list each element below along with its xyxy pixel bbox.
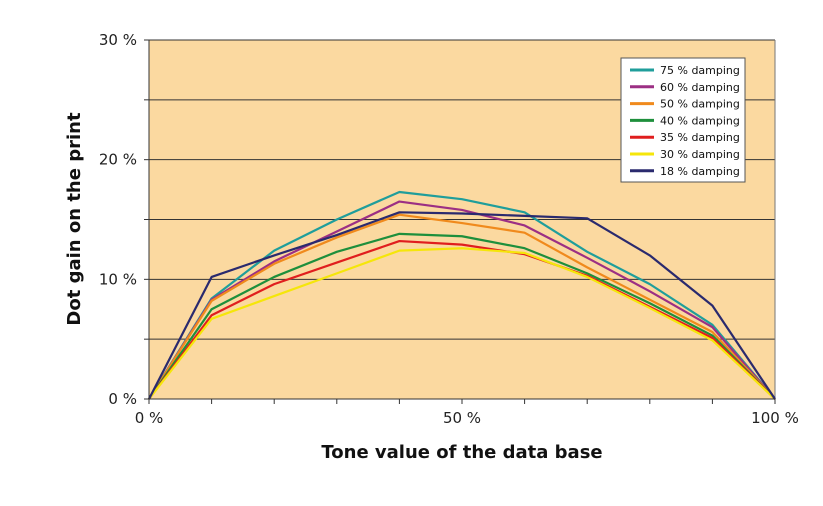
legend-label: 75 % damping <box>660 64 740 77</box>
x-tick-label: 100 % <box>751 409 799 427</box>
series-line-60-damping <box>148 200 776 400</box>
series-line-18-damping <box>148 211 776 400</box>
series-line-50-damping <box>148 213 776 400</box>
y-tick-label: 0 % <box>108 390 137 408</box>
legend-label: 60 % damping <box>660 81 740 94</box>
legend: 75 % damping 60 % damping 50 % damping 40 %… <box>620 57 746 183</box>
legend-label: 30 % damping <box>660 148 740 161</box>
series-line-75-damping <box>148 190 776 400</box>
legend-label: 35 % damping <box>660 131 740 144</box>
legend-label: 40 % damping <box>660 114 740 127</box>
x-tick-label: 50 % <box>443 409 481 427</box>
x-tick-label: 0 % <box>135 409 164 427</box>
y-axis-title: Dot gain on the print <box>64 112 85 326</box>
y-tick-label: 30 % <box>99 31 137 49</box>
y-tick-label: 10 % <box>99 270 137 288</box>
series-line-30-damping <box>148 247 776 400</box>
legend-label: 50 % damping <box>660 98 740 111</box>
series-line-35-damping <box>148 239 776 400</box>
y-axis-ticks: 0 % 10 % 20 % 30 % <box>99 31 149 408</box>
y-tick-label: 20 % <box>99 151 137 169</box>
legend-label: 18 % damping <box>660 165 740 178</box>
gridlines <box>149 39 776 399</box>
series-line-40-damping <box>148 232 776 400</box>
series-lines <box>148 190 776 400</box>
x-axis-ticks: 0 % 50 % 100 % <box>135 399 799 427</box>
x-axis-title: Tone value of the data base <box>321 442 602 463</box>
